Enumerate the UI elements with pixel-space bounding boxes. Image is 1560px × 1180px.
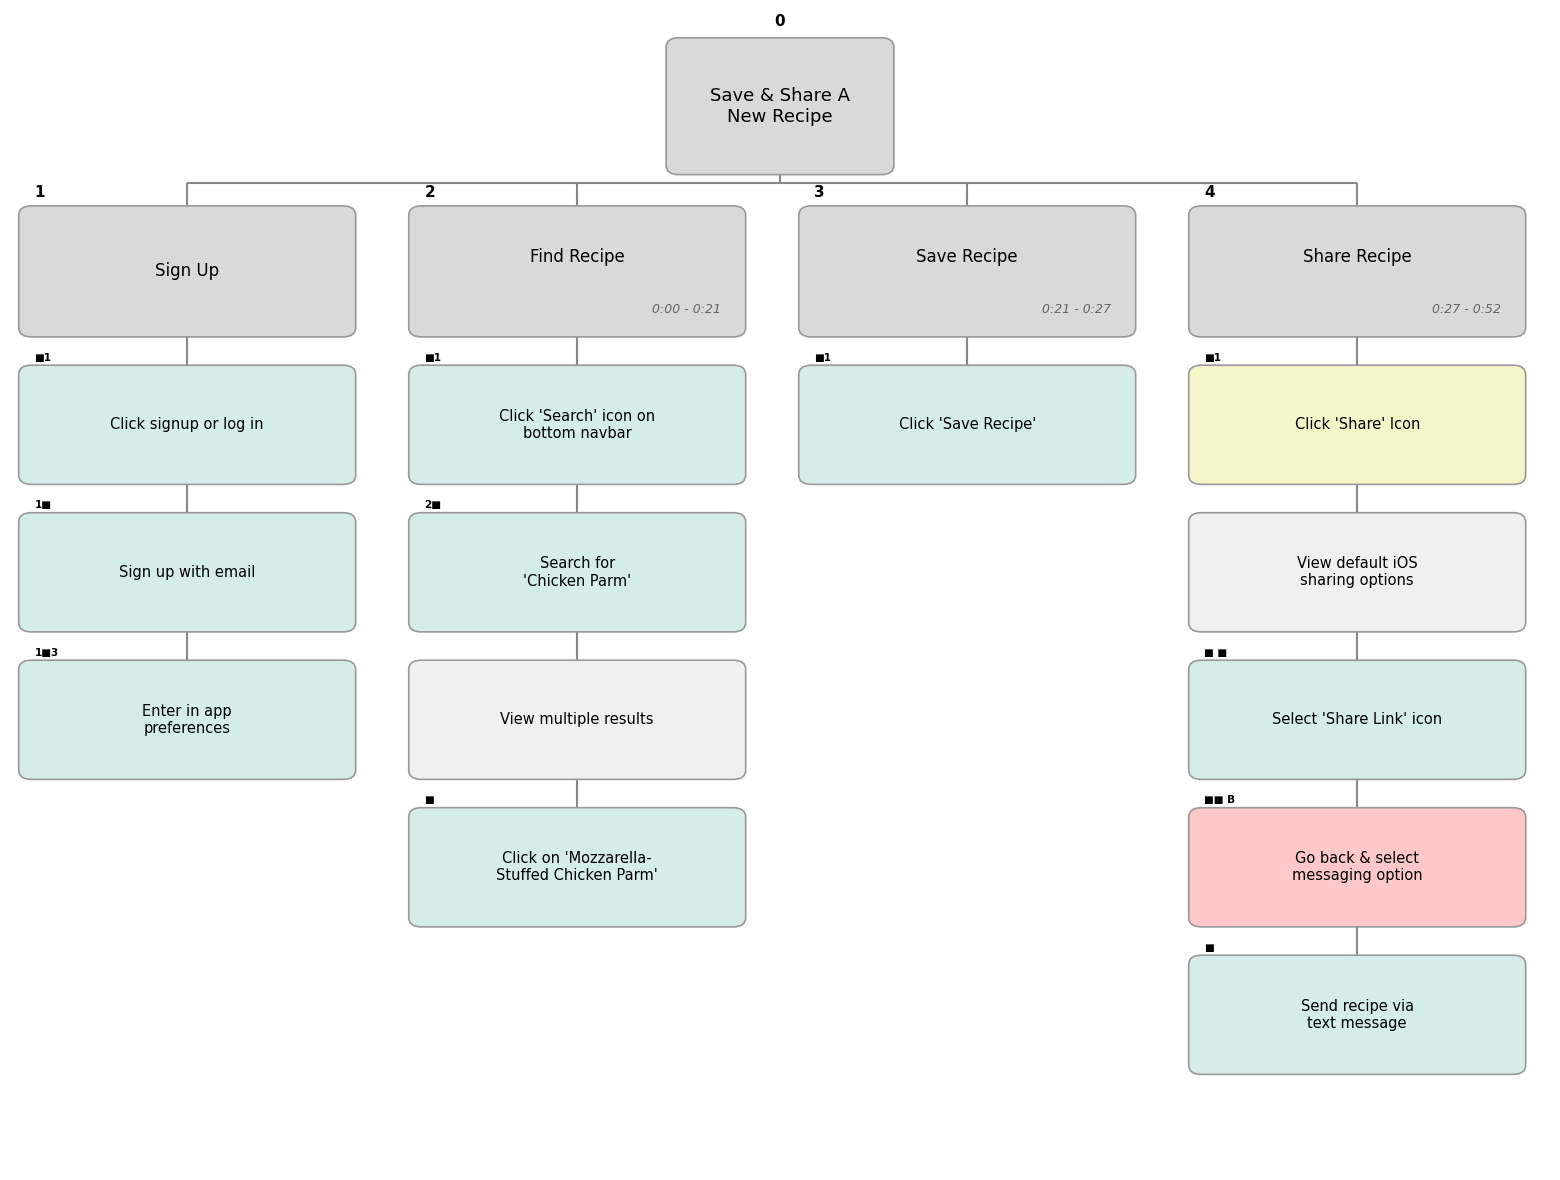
Text: 0:00 - 0:21: 0:00 - 0:21 (652, 302, 721, 315)
FancyBboxPatch shape (409, 512, 746, 632)
Text: Click 'Share' Icon: Click 'Share' Icon (1295, 418, 1420, 432)
FancyBboxPatch shape (1189, 366, 1526, 484)
FancyBboxPatch shape (799, 366, 1136, 484)
Text: Find Recipe: Find Recipe (530, 248, 624, 267)
Text: ■1: ■1 (424, 353, 441, 363)
Text: Share Recipe: Share Recipe (1303, 248, 1412, 267)
FancyBboxPatch shape (666, 38, 894, 175)
Text: 0:27 - 0:52: 0:27 - 0:52 (1432, 302, 1501, 315)
Text: 3: 3 (814, 185, 825, 199)
Text: Save Recipe: Save Recipe (916, 248, 1019, 267)
Text: Click on 'Mozzarella-
Stuffed Chicken Parm': Click on 'Mozzarella- Stuffed Chicken Pa… (496, 851, 658, 884)
Text: 0: 0 (775, 14, 785, 30)
Text: Go back & select
messaging option: Go back & select messaging option (1292, 851, 1423, 884)
Text: ■1: ■1 (34, 353, 51, 363)
Text: Save & Share A
New Recipe: Save & Share A New Recipe (710, 87, 850, 125)
FancyBboxPatch shape (409, 660, 746, 779)
Text: Enter in app
preferences: Enter in app preferences (142, 703, 232, 736)
Text: ■1: ■1 (814, 353, 831, 363)
FancyBboxPatch shape (1189, 512, 1526, 632)
Text: 1: 1 (34, 185, 45, 199)
FancyBboxPatch shape (1189, 955, 1526, 1074)
FancyBboxPatch shape (409, 807, 746, 926)
FancyBboxPatch shape (1189, 205, 1526, 337)
FancyBboxPatch shape (19, 660, 356, 779)
Text: 2: 2 (424, 185, 435, 199)
Text: View default iOS
sharing options: View default iOS sharing options (1296, 556, 1418, 589)
Text: 1■: 1■ (34, 500, 51, 510)
FancyBboxPatch shape (19, 512, 356, 632)
Text: ■1: ■1 (1204, 353, 1221, 363)
Text: 2■: 2■ (424, 500, 441, 510)
Text: 0:21 - 0:27: 0:21 - 0:27 (1042, 302, 1111, 315)
Text: Sign Up: Sign Up (154, 262, 220, 281)
Text: ■ ■: ■ ■ (1204, 648, 1228, 657)
Text: Search for
'Chicken Parm': Search for 'Chicken Parm' (523, 556, 632, 589)
FancyBboxPatch shape (1189, 660, 1526, 779)
Text: ■■ B: ■■ B (1204, 795, 1236, 805)
Text: Click 'Search' icon on
bottom navbar: Click 'Search' icon on bottom navbar (499, 408, 655, 441)
FancyBboxPatch shape (409, 205, 746, 337)
FancyBboxPatch shape (19, 366, 356, 484)
FancyBboxPatch shape (1189, 807, 1526, 926)
Text: 4: 4 (1204, 185, 1215, 199)
Text: ■: ■ (1204, 943, 1214, 952)
FancyBboxPatch shape (19, 205, 356, 337)
FancyBboxPatch shape (409, 366, 746, 484)
Text: Select 'Share Link' icon: Select 'Share Link' icon (1271, 713, 1443, 727)
Text: View multiple results: View multiple results (501, 713, 654, 727)
Text: Click 'Save Recipe': Click 'Save Recipe' (899, 418, 1036, 432)
Text: Click signup or log in: Click signup or log in (111, 418, 264, 432)
FancyBboxPatch shape (799, 205, 1136, 337)
Text: Send recipe via
text message: Send recipe via text message (1301, 998, 1413, 1031)
Text: Sign up with email: Sign up with email (119, 565, 256, 579)
Text: ■: ■ (424, 795, 434, 805)
Text: 1■3: 1■3 (34, 648, 59, 657)
